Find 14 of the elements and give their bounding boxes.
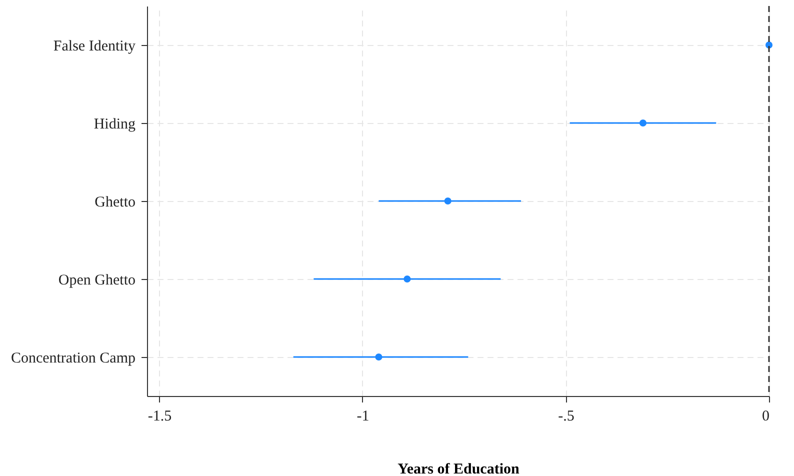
y-tick-label: Ghetto [94, 194, 136, 210]
x-tick-label: -.5 [558, 408, 574, 424]
point [444, 197, 452, 205]
point [404, 275, 411, 283]
y-tick-label: False Identity [53, 38, 136, 54]
y-tick-label: Open Ghetto [58, 272, 136, 288]
point [639, 119, 647, 127]
y-tick-label: Hiding [94, 116, 136, 132]
x-tick-label: 0 [762, 408, 770, 424]
point [375, 353, 382, 361]
x-tick-label: -1.5 [148, 408, 172, 424]
x-tick-label: -1 [356, 408, 370, 424]
y-tick-label: Concentration Camp [10, 350, 136, 366]
x-axis-title: Years of Education [398, 462, 520, 476]
